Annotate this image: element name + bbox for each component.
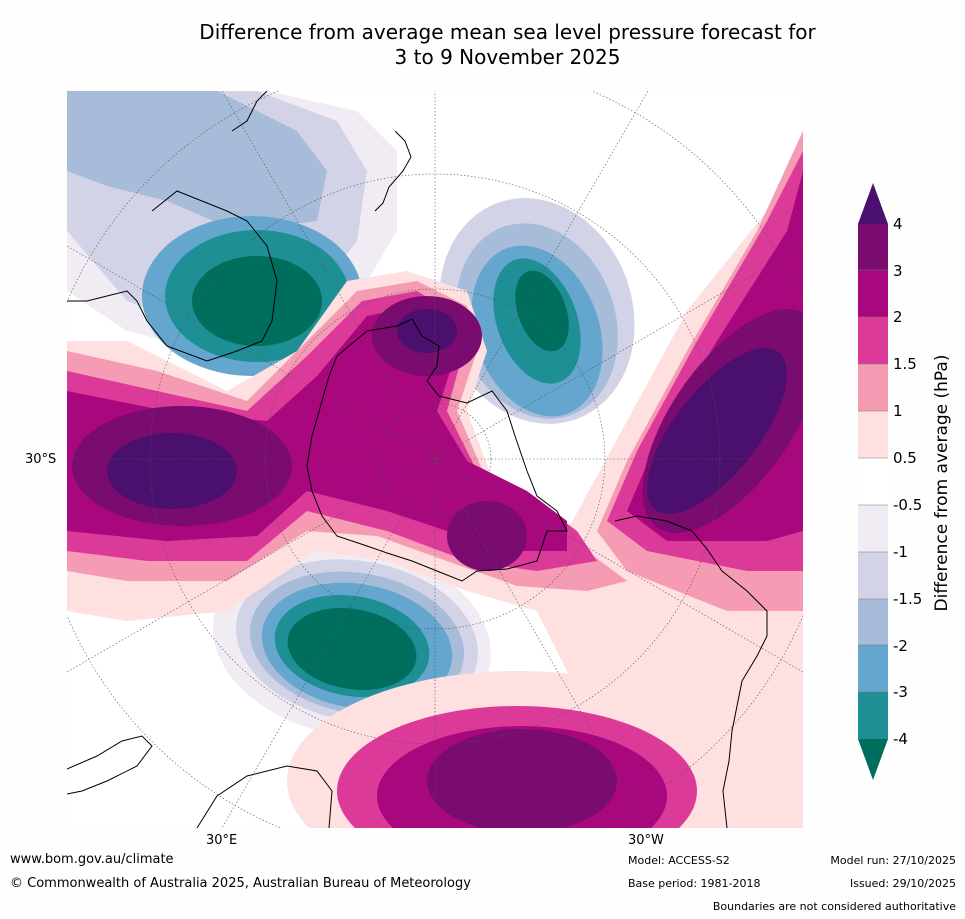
latitude-label-30s: 30°S: [25, 452, 57, 467]
colorbar-tick: -3: [893, 683, 908, 701]
colorbar-bin-m1-to-m1.5: [858, 552, 888, 599]
colorbar-bottom-arrow: [858, 739, 888, 780]
footer-model: Model: ACCESS-S2: [628, 854, 730, 867]
colorbar-bin-3-to-4: [858, 224, 888, 270]
colorbar-bin-m0.5-to-m1: [858, 505, 888, 552]
colorbar-tick: 3: [893, 262, 903, 280]
colorbar-bin-m3-to-m4: [858, 692, 888, 739]
coastlines: [67, 91, 768, 828]
longitude-label-30w: 30°W: [628, 833, 664, 848]
colorbar-tick: -2: [893, 637, 908, 655]
colorbar-tick: 1: [893, 402, 903, 420]
colorbar-tick: -1.5: [893, 590, 923, 608]
positive-anomaly-lower: [287, 671, 747, 828]
colorbar-tick: -0.5: [893, 496, 923, 514]
longitude-label-30e: 30°E: [206, 833, 238, 848]
title-line-1: Difference from average mean sea level p…: [199, 20, 816, 44]
positive-anomaly-central: [67, 271, 677, 651]
colorbar-tick: -1: [893, 543, 908, 561]
africa-south-coastline: [196, 765, 333, 828]
colorbar-tick: -4: [893, 730, 908, 748]
australia-coastline: [67, 190, 278, 362]
australia-north-coastline: [231, 91, 268, 132]
south-america-coastline: [614, 515, 768, 828]
footer-copyright: © Commonwealth of Australia 2025, Austra…: [10, 876, 471, 891]
colorbar: [858, 183, 888, 780]
footer-base-period: Base period: 1981-2018: [628, 877, 761, 890]
footer-issued: Issued: 29/10/2025: [849, 877, 956, 890]
colorbar-bin-neutral: [858, 458, 888, 505]
africa-coastline: [67, 735, 153, 795]
colorbar-tick: 4: [893, 215, 903, 233]
colorbar-bin-2-to-3: [858, 270, 888, 317]
positive-anomaly-right: [537, 91, 803, 828]
negative-anomaly-upper-left: [67, 91, 397, 376]
title-line-2: 3 to 9 November 2025: [394, 45, 621, 69]
graticule: [67, 91, 803, 828]
new-zealand-coastline: [374, 130, 412, 212]
colorbar-tick: 1.5: [893, 355, 917, 373]
footer-model-run: Model run: 27/10/2025: [830, 854, 956, 867]
polar-map: [67, 91, 803, 828]
antarctica-coastline: [306, 318, 568, 582]
footer-url[interactable]: www.bom.gov.au/climate: [10, 852, 174, 867]
colorbar-bin-0.5-to-1: [858, 411, 888, 458]
colorbar-tick: 2: [893, 308, 903, 326]
colorbar-bin-m2-to-m3: [858, 645, 888, 692]
map-title: Difference from average mean sea level p…: [60, 20, 955, 70]
colorbar-top-arrow: [858, 183, 888, 224]
colorbar-tick: 0.5: [893, 449, 917, 467]
footer-disclaimer: Boundaries are not considered authoritat…: [712, 900, 956, 913]
pressure-anomaly-map-svg: [67, 91, 803, 828]
colorbar-bin-1-to-1.5: [858, 364, 888, 411]
colorbar-title: Difference from average (hPa): [932, 354, 952, 612]
colorbar-bin-1.5-to-2: [858, 317, 888, 364]
colorbar-bin-m1.5-to-m2: [858, 599, 888, 645]
